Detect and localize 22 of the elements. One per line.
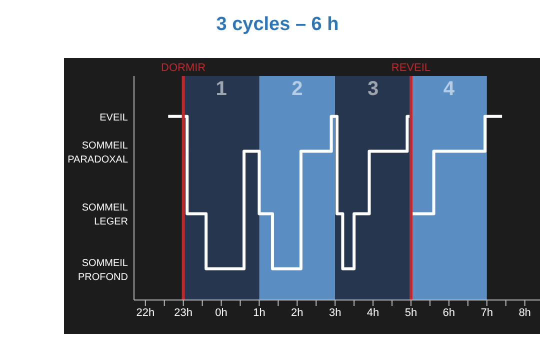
x-tick-label: 1h bbox=[253, 306, 266, 319]
x-tick-label: 7h bbox=[480, 306, 494, 319]
x-tick-label: 3h bbox=[328, 306, 342, 319]
text: SOMMEIL LEGER bbox=[82, 202, 128, 228]
chart-title: 3 cycles – 6 h bbox=[215, 14, 340, 36]
text: SOMMEIL PROFOND bbox=[78, 258, 128, 283]
x-tick-label: 0h bbox=[215, 306, 228, 319]
band-label: 4 bbox=[443, 78, 456, 100]
text: SOMMEIL PARADOXAL bbox=[68, 140, 128, 166]
band-label: 2 bbox=[292, 78, 303, 100]
x-tick-label: 23h bbox=[174, 306, 193, 319]
x-tick-label: 22h bbox=[136, 306, 155, 319]
band-label: 3 bbox=[367, 78, 379, 100]
ref-line-label: REVEIL bbox=[391, 62, 431, 74]
x-tick-label: 2h bbox=[291, 306, 304, 319]
x-tick-label: 5h bbox=[404, 306, 418, 319]
x-tick-label: 4h bbox=[366, 306, 380, 319]
x-tick-label: 8h bbox=[518, 306, 531, 319]
x-tick-label: 6h bbox=[442, 306, 456, 319]
ref-line-label: DORMIR bbox=[161, 62, 206, 74]
text: EVEIL bbox=[100, 112, 128, 124]
band-label: 1 bbox=[216, 78, 227, 100]
